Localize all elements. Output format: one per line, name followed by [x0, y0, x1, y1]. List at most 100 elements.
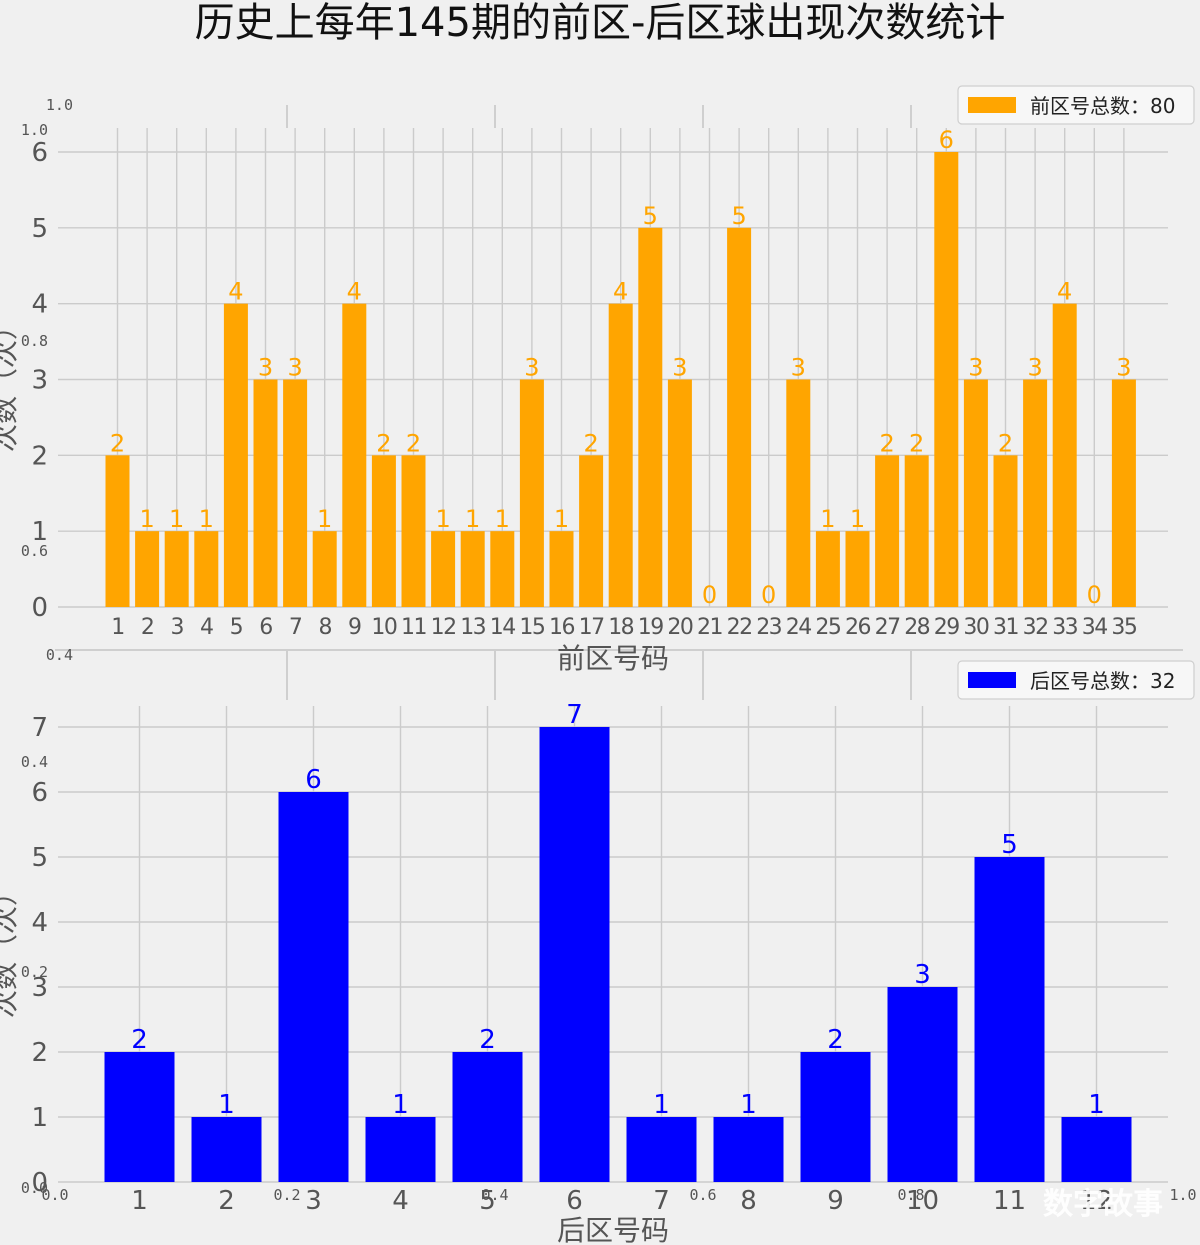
bar — [638, 227, 663, 608]
ghost-x-tick-label: 0.4 — [481, 1186, 508, 1204]
bar — [104, 1052, 175, 1182]
bar-value-label: 2 — [479, 1025, 496, 1055]
bar — [993, 455, 1018, 607]
bar-value-label: 6 — [305, 765, 322, 795]
bar-value-label: 1 — [554, 505, 569, 533]
bar-value-label: 2 — [909, 429, 924, 457]
bar-value-label: 3 — [1027, 354, 1042, 382]
bar — [401, 455, 426, 607]
y-tick-label: 7 — [31, 713, 48, 743]
bar-value-label: 1 — [169, 505, 184, 533]
y-tick-label: 0 — [31, 1168, 48, 1198]
bar-value-label: 2 — [583, 429, 598, 457]
x-tick-label: 32 — [1023, 615, 1048, 640]
legend-swatch — [968, 672, 1016, 688]
x-tick-label: 28 — [904, 615, 929, 640]
legend: 后区号总数：32 — [957, 660, 1195, 700]
bar — [342, 303, 367, 607]
x-tick-label: 20 — [667, 615, 692, 640]
x-tick-label: 12 — [431, 615, 456, 640]
bar — [579, 455, 604, 607]
bar-value-label: 1 — [218, 1090, 235, 1120]
y-tick-label: 4 — [31, 908, 48, 938]
bar-value-label: 4 — [1057, 278, 1072, 306]
bar-value-label: 1 — [199, 505, 214, 533]
bar-value-label: 3 — [524, 354, 539, 382]
x-tick-label: 1 — [111, 615, 124, 640]
x-tick-label: 1 — [131, 1186, 148, 1216]
x-tick-label: 22 — [727, 615, 752, 640]
bar-value-label: 3 — [1116, 354, 1131, 382]
x-tick-label: 6 — [566, 1186, 583, 1216]
x-tick-label: 26 — [845, 615, 870, 640]
bar — [223, 303, 248, 607]
bar — [191, 1117, 262, 1182]
bar — [312, 531, 337, 607]
x-tick-label: 15 — [519, 615, 544, 640]
ghost-y-tick-label: 0.4 — [21, 753, 48, 771]
bar — [815, 531, 840, 607]
ghost-x-tick-label: 0.6 — [689, 1186, 716, 1204]
bar — [460, 531, 485, 607]
bar — [934, 152, 959, 607]
bar-value-label: 1 — [392, 1090, 409, 1120]
bar — [539, 727, 610, 1182]
y-tick-label: 3 — [31, 973, 48, 1003]
ghost-y-tick-label: 0.2 — [21, 963, 48, 981]
bar-value-label: 5 — [643, 202, 658, 230]
x-tick-label: 13 — [460, 615, 485, 640]
bar — [786, 379, 811, 607]
x-tick-label: 7 — [653, 1186, 670, 1216]
bar-value-label: 1 — [317, 505, 332, 533]
x-tick-label: 29 — [934, 615, 959, 640]
bar-value-label: 1 — [653, 1090, 670, 1120]
bar-value-label: 2 — [376, 429, 391, 457]
x-tick-label: 24 — [786, 615, 811, 640]
ghost-y-tick-label: 0.6 — [21, 542, 48, 560]
bar-value-label: 0 — [702, 581, 717, 609]
y-tick-label: 5 — [31, 214, 48, 244]
bar — [431, 531, 456, 607]
x-tick-label: 12 — [1080, 1186, 1113, 1216]
y-tick-label: 1 — [31, 517, 48, 547]
x-tick-label: 5 — [479, 1186, 496, 1216]
ghost-x-tick-label: 1.0 — [1169, 1186, 1196, 1204]
bar — [800, 1052, 871, 1182]
bar-value-label: 5 — [731, 202, 746, 230]
ghost-y-tick-label: 0.4 — [46, 646, 73, 664]
bar-value-label: 1 — [139, 505, 154, 533]
bar — [904, 455, 929, 607]
bar-value-label: 1 — [435, 505, 450, 533]
y-axis-title: 次数（次） — [0, 878, 21, 1018]
x-tick-label: 3 — [305, 1186, 322, 1216]
ghost-y-tick-label: 0.0 — [21, 1179, 48, 1197]
watermark: 数字故事 — [1043, 1187, 1163, 1222]
x-axis-title: 前区号码 — [557, 642, 669, 675]
bar — [875, 455, 900, 607]
bar-value-label: 5 — [1001, 830, 1018, 860]
bar — [727, 227, 752, 608]
bar — [1052, 303, 1077, 607]
y-tick-label: 3 — [31, 366, 48, 396]
legend-box — [957, 660, 1195, 700]
y-tick-label: 2 — [31, 441, 48, 471]
bar-value-label: 1 — [495, 505, 510, 533]
bar — [105, 455, 130, 607]
x-tick-label: 31 — [993, 615, 1018, 640]
bar — [1023, 379, 1048, 607]
bar-value-label: 3 — [791, 354, 806, 382]
y-tick-label: 5 — [31, 843, 48, 873]
bar — [1111, 379, 1136, 607]
y-tick-label: 2 — [31, 1038, 48, 1068]
bar-value-label: 1 — [740, 1090, 757, 1120]
y-tick-label: 6 — [31, 138, 48, 168]
bar-value-label: 6 — [939, 126, 954, 154]
bar-value-label: 0 — [761, 581, 776, 609]
x-tick-label: 10 — [906, 1186, 939, 1216]
x-tick-label: 6 — [259, 615, 272, 640]
ghost-y-tick-label: 1.0 — [46, 96, 73, 114]
bar — [371, 455, 396, 607]
bar-value-label: 3 — [258, 354, 273, 382]
x-tick-label: 3 — [170, 615, 183, 640]
